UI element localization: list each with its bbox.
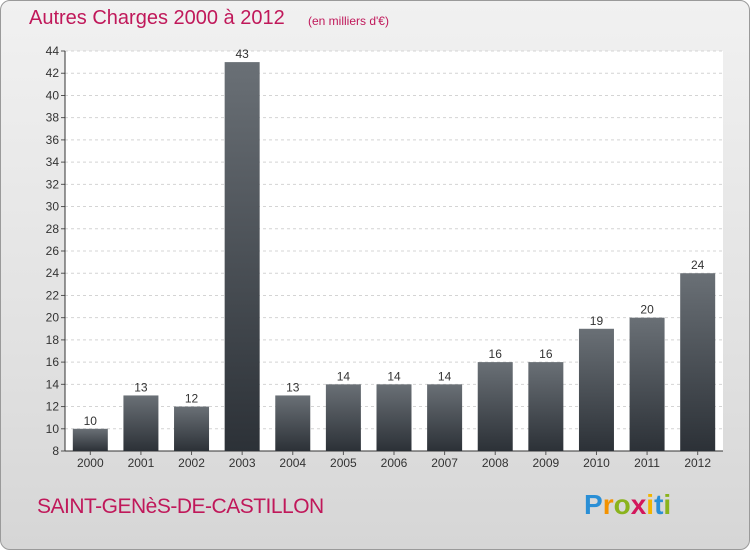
chart-title: Autres Charges 2000 à 2012	[29, 7, 285, 29]
x-tick-label: 2003	[229, 456, 256, 470]
bar	[376, 384, 412, 451]
bar	[427, 384, 463, 451]
bar	[174, 406, 210, 451]
bar	[72, 428, 108, 451]
y-tick-label: 40	[46, 88, 60, 102]
y-tick-label: 28	[46, 222, 60, 236]
y-tick-label: 22	[46, 288, 60, 302]
bar	[528, 362, 564, 451]
proxiti-logo: Proxiti	[584, 489, 671, 521]
y-tick-label: 10	[46, 422, 60, 436]
y-tick-label: 32	[46, 177, 60, 191]
y-tick-label: 36	[46, 133, 60, 147]
bar	[578, 328, 614, 451]
logo-letter: t	[654, 489, 664, 520]
data-label: 12	[185, 392, 199, 406]
x-tick-label: 2011	[634, 456, 660, 470]
data-label: 19	[590, 314, 604, 328]
y-tick-label: 24	[46, 266, 60, 280]
x-tick-label: 2009	[532, 456, 559, 470]
logo-letter: x	[630, 489, 647, 520]
x-tick-label: 2001	[128, 456, 155, 470]
data-label: 43	[235, 47, 249, 61]
logo-letter: i	[663, 489, 672, 520]
logo-letter: P	[584, 489, 603, 520]
bar	[224, 62, 260, 451]
x-tick-label: 2000	[77, 456, 104, 470]
data-label: 13	[286, 380, 300, 394]
y-tick-label: 44	[46, 44, 60, 58]
y-tick-label: 18	[46, 333, 60, 347]
bar	[325, 384, 361, 451]
logo-letter: r	[602, 489, 614, 520]
logo-letter: o	[613, 489, 631, 520]
y-tick-label: 30	[46, 200, 60, 214]
data-label: 14	[438, 369, 452, 383]
data-label: 13	[134, 380, 148, 394]
bar	[477, 362, 513, 451]
data-label: 16	[489, 347, 503, 361]
x-tick-label: 2005	[330, 456, 357, 470]
y-tick-label: 26	[46, 244, 60, 258]
bar	[680, 273, 716, 451]
y-tick-label: 34	[46, 155, 60, 169]
x-tick-label: 2004	[279, 456, 306, 470]
y-tick-label: 20	[46, 311, 60, 325]
logo-letter: i	[646, 489, 655, 520]
data-label: 16	[539, 347, 553, 361]
x-tick-label: 2006	[381, 456, 408, 470]
x-tick-label: 2007	[431, 456, 458, 470]
bar	[275, 395, 311, 451]
bar	[629, 317, 665, 451]
data-label: 20	[640, 303, 654, 317]
y-tick-label: 38	[46, 111, 60, 125]
data-label: 14	[337, 369, 351, 383]
x-tick-label: 2010	[583, 456, 610, 470]
bar	[123, 395, 159, 451]
y-tick-label: 42	[46, 66, 60, 80]
data-label: 14	[387, 369, 401, 383]
y-tick-label: 8	[52, 444, 59, 458]
x-tick-label: 2002	[178, 456, 205, 470]
x-tick-label: 2012	[684, 456, 711, 470]
y-tick-label: 16	[46, 355, 60, 369]
data-label: 24	[691, 258, 705, 272]
y-tick-label: 14	[46, 377, 60, 391]
city-name: SAINT-GENèS-DE-CASTILLON	[37, 495, 324, 518]
y-tick-label: 12	[46, 400, 60, 414]
x-tick-label: 2008	[482, 456, 509, 470]
data-label: 10	[84, 414, 98, 428]
chart-subtitle: (en milliers d'€)	[308, 14, 389, 28]
